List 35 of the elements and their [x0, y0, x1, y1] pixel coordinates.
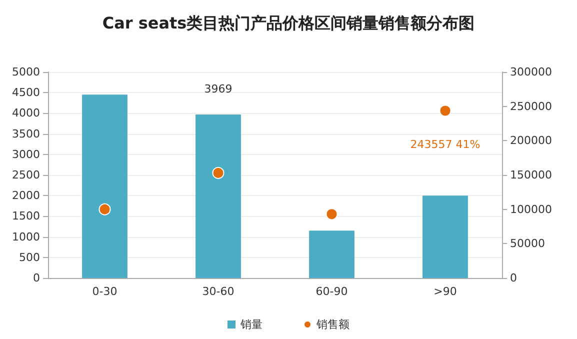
bar: [309, 230, 354, 278]
legend-label: 销售额: [316, 318, 350, 331]
y2-tick-label: 50000: [510, 237, 545, 250]
y2-tick-label: 200000: [510, 134, 552, 148]
y2-tick-label: 100000: [510, 202, 552, 216]
y2-tick-label: 150000: [510, 168, 552, 182]
legend-label: 销量: [240, 318, 262, 331]
y-tick-label: 5000: [12, 66, 40, 78]
y-tick-label: 4500: [12, 86, 40, 100]
bar: [196, 114, 241, 278]
x-tick-label: 30-60: [202, 285, 234, 298]
y-tick-label: 1500: [12, 210, 40, 223]
x-tick-label: >90: [434, 285, 457, 298]
y-tick-label: 3500: [12, 127, 40, 140]
data-label: 3969: [204, 82, 232, 96]
data-label: 243557 41%: [410, 138, 480, 151]
y-tick-label: 0: [33, 272, 40, 284]
y-tick-label: 2000: [12, 189, 40, 202]
bar: [422, 196, 468, 278]
point: [98, 203, 111, 216]
point: [326, 208, 338, 220]
x-tick-label: 0-30: [92, 285, 118, 298]
y-tick-label: 3000: [12, 148, 40, 161]
y-tick-label: 2500: [12, 168, 40, 182]
x-tick-label: 60-90: [316, 285, 348, 298]
point: [439, 104, 452, 117]
point: [212, 166, 224, 179]
bar: [82, 94, 128, 278]
y2-tick-label: 300000: [510, 66, 552, 78]
y-tick-label: 4000: [12, 106, 40, 120]
y-tick-label: 500: [19, 250, 40, 264]
y2-tick-label: 0: [510, 272, 517, 284]
chart-title: Car seats类目热门产品价格区间销量销售额分布图: [102, 14, 475, 32]
y-tick-label: 1000: [12, 230, 40, 244]
y2-tick-label: 250000: [510, 100, 552, 113]
